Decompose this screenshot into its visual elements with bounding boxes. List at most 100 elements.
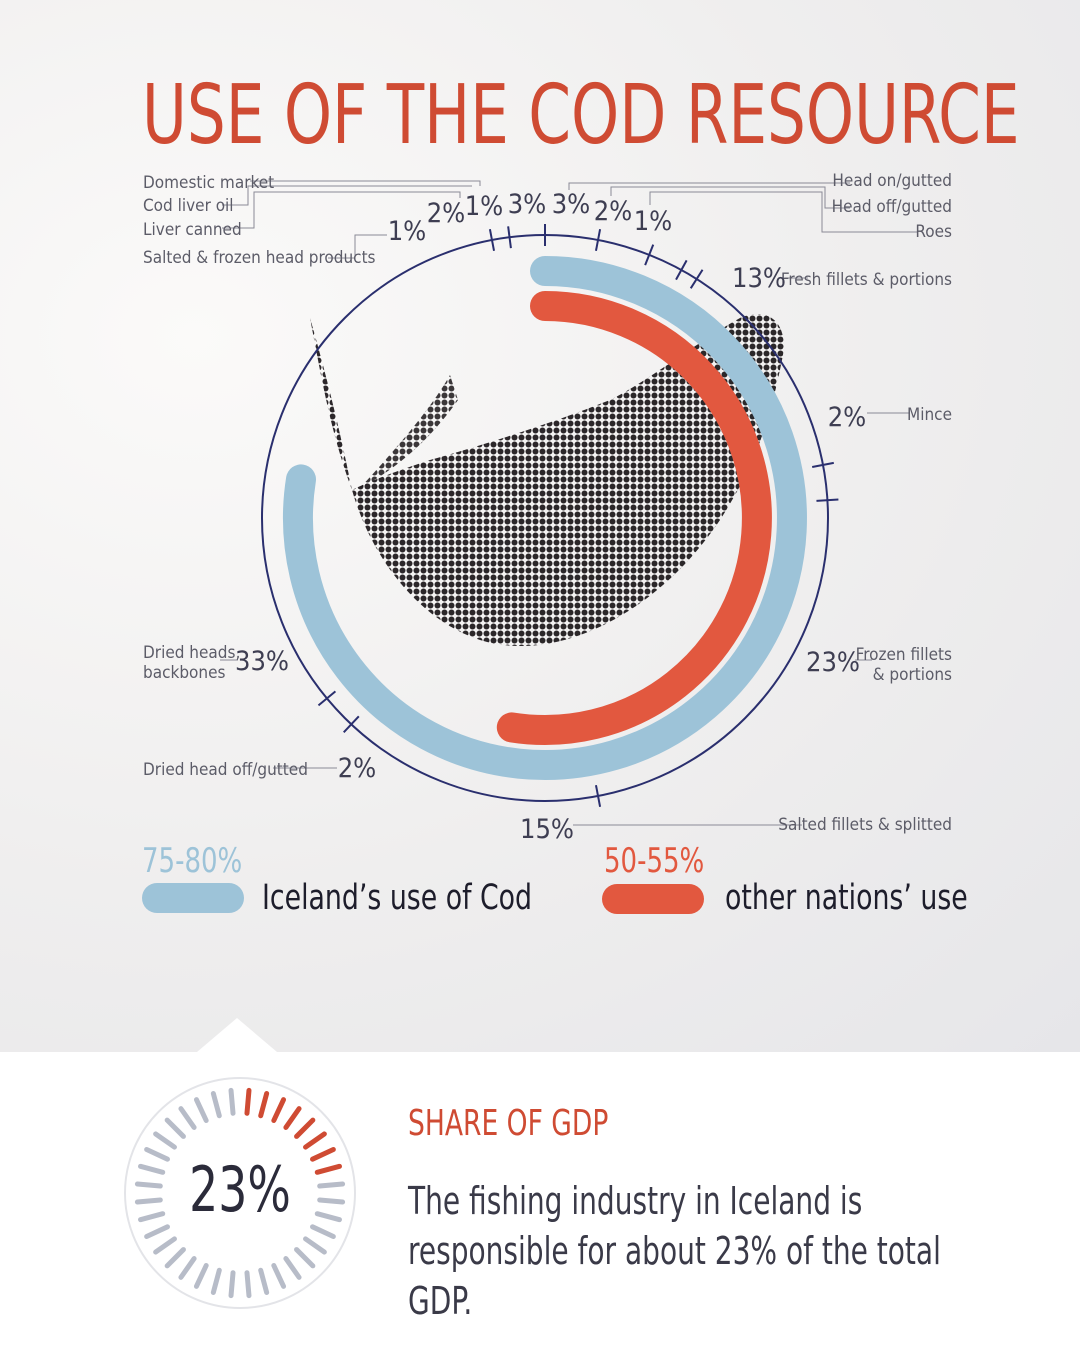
segment-tick xyxy=(816,498,839,502)
segment-label: Frozen fillets & portions xyxy=(856,645,952,685)
gdp-gauge-value: 23% xyxy=(189,1153,291,1226)
segment-tick xyxy=(343,715,360,734)
other-nations-usage-arc xyxy=(496,291,772,745)
segment-percent: 23% xyxy=(806,647,860,678)
gauge-tick xyxy=(144,1146,170,1162)
segment-label: Head off/gutted xyxy=(832,197,952,217)
segment-percent: 2% xyxy=(594,196,633,227)
gauge-tick xyxy=(317,1181,346,1189)
leader-lines xyxy=(220,180,917,826)
segment-percent: 1% xyxy=(465,191,504,222)
gauge-tick xyxy=(244,1270,252,1299)
segment-percent: 2% xyxy=(338,753,377,784)
gauge-tick xyxy=(178,1256,197,1280)
gauge-tick xyxy=(283,1256,302,1280)
segment-ticks xyxy=(317,224,839,807)
gauge-tick xyxy=(228,1270,236,1299)
fish-body-shape xyxy=(310,314,784,647)
legend-iceland-swatch xyxy=(142,883,244,913)
gauge-tick xyxy=(210,1267,222,1295)
segment-tick xyxy=(644,244,655,266)
gauge-tick xyxy=(244,1087,252,1116)
leader-line xyxy=(222,191,461,229)
segment-labels: Domestic market 3% Head on/gutted 3% Head of… xyxy=(143,171,952,845)
gauge-tick xyxy=(228,1087,236,1116)
segment-percent: 33% xyxy=(235,646,289,677)
gauge-tick xyxy=(210,1091,222,1119)
segment-percent: 2% xyxy=(427,198,466,229)
segment-percent: 2% xyxy=(828,402,867,433)
leader-line xyxy=(250,180,481,186)
cod-usage-ring-chart: Domestic market 3% Head on/gutted 3% Head of… xyxy=(143,171,952,845)
segment-tick xyxy=(317,690,337,707)
gauge-tick xyxy=(144,1224,170,1240)
segment-tick xyxy=(594,229,602,252)
segment-percent: 13% xyxy=(732,263,786,294)
panel-notch xyxy=(197,1018,277,1052)
legend-other-swatch xyxy=(602,884,704,914)
gauge-tick xyxy=(271,1097,287,1123)
segment-tick xyxy=(811,461,834,469)
gauge-tick xyxy=(134,1197,163,1205)
gauge-tick xyxy=(314,1163,342,1175)
gauge-tick xyxy=(271,1263,287,1289)
gauge-tick xyxy=(303,1236,327,1255)
gauge-tick xyxy=(164,1117,186,1139)
gdp-description: The fishing industry in Iceland is respo… xyxy=(408,1179,941,1323)
segment-label: Dried heads, backbones xyxy=(143,643,240,683)
legend-iceland-percent: 75-80% xyxy=(142,841,243,881)
legend-other-percent: 50-55% xyxy=(604,841,705,881)
gauge-tick xyxy=(294,1117,316,1139)
gauge-tick xyxy=(303,1131,327,1150)
segment-label: Fresh fillets & portions xyxy=(781,270,952,290)
leader-line xyxy=(222,185,472,206)
gauge-tick xyxy=(310,1224,336,1240)
gauge-tick xyxy=(294,1247,316,1269)
leader-line xyxy=(649,191,917,233)
segment-label: Domestic market xyxy=(143,173,274,193)
segment-tick xyxy=(488,229,496,252)
gauge-tick xyxy=(283,1106,302,1130)
gauge-tick xyxy=(310,1146,336,1162)
leader-line xyxy=(568,182,850,190)
legend-other-label: other nations’ use xyxy=(725,878,968,918)
segment-label: Dried head off/gutted xyxy=(143,760,308,780)
segment-tick xyxy=(689,269,704,289)
leader-line xyxy=(328,234,387,259)
segment-label: Cod liver oil xyxy=(143,196,234,216)
segment-tick xyxy=(675,259,688,281)
gauge-tick xyxy=(193,1263,209,1289)
gauge-tick xyxy=(193,1097,209,1123)
leader-line xyxy=(610,186,850,209)
gauge-ticks xyxy=(134,1087,346,1299)
gauge-tick xyxy=(134,1181,163,1189)
gauge-tick xyxy=(153,1131,177,1150)
iceland-usage-arc xyxy=(282,256,807,780)
gauge-tick xyxy=(178,1106,197,1130)
gauge-tick xyxy=(314,1211,342,1223)
segment-label: Salted & frozen head products xyxy=(143,248,376,268)
gauge-tick xyxy=(164,1247,186,1269)
segment-percent: 1% xyxy=(634,206,673,237)
gauge-tick xyxy=(153,1236,177,1255)
gauge-tick xyxy=(258,1091,270,1119)
segment-label: Mince xyxy=(907,405,952,425)
gauge-tick xyxy=(138,1163,166,1175)
segment-label: Liver canned xyxy=(143,220,242,240)
segment-percent: 1% xyxy=(388,216,427,247)
segment-percent: 3% xyxy=(552,189,591,220)
segment-label: Head on/gutted xyxy=(832,171,952,191)
gauge-tick xyxy=(317,1197,346,1205)
segment-label: Roes xyxy=(915,222,952,242)
segment-tick xyxy=(507,226,512,249)
gdp-heading: SHARE OF GDP xyxy=(408,1103,609,1144)
fish-fin-shape xyxy=(360,375,458,488)
segment-label: Salted fillets & splitted xyxy=(778,815,952,835)
gauge-tick xyxy=(258,1267,270,1295)
segment-tick xyxy=(594,784,602,807)
cod-fish-illustration-icon xyxy=(310,314,784,647)
segment-percent: 15% xyxy=(520,814,574,845)
legend-iceland-label: Iceland’s use of Cod xyxy=(262,878,533,918)
gauge-tick xyxy=(138,1211,166,1223)
gdp-gauge xyxy=(124,1077,356,1309)
